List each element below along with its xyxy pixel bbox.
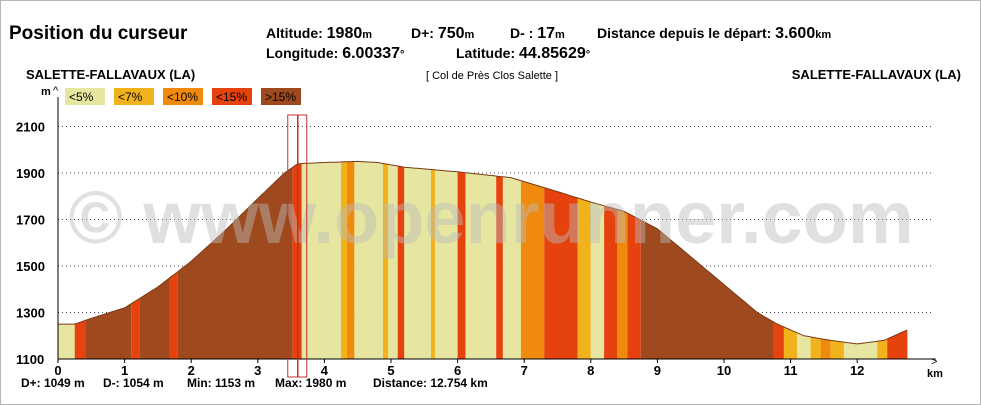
summary-distance: Distance: 12.754 km — [373, 376, 488, 390]
profile-outline — [58, 160, 908, 345]
grade-segment-19 — [465, 172, 497, 359]
grade-segment-18 — [457, 171, 466, 359]
y-tick-1700: 1700 — [16, 213, 45, 228]
grade-segment-33 — [810, 336, 821, 359]
y-tick-2100: 2100 — [16, 120, 45, 135]
x-tick-2: 2 — [188, 363, 195, 378]
x-tick-8: 8 — [587, 363, 594, 378]
waypoint-label: [ Col de Près Clos Salette ] — [426, 70, 558, 82]
summary-dminus: D-: 1054 m — [103, 376, 164, 390]
grade-segment-30 — [773, 322, 784, 359]
legend-label-0: <5% — [69, 90, 94, 104]
grade-segment-12 — [383, 163, 389, 359]
grade-segment-2 — [86, 303, 132, 359]
grade-segment-1 — [74, 320, 86, 359]
x-axis-arrow: > — [931, 356, 937, 368]
grade-segment-36 — [843, 341, 878, 359]
cursor-dplus: D+: 750m — [411, 25, 475, 42]
legend-swatch-4 — [261, 88, 301, 105]
x-tick-3: 3 — [254, 363, 261, 378]
y-unit-label: m — [41, 86, 51, 98]
grade-segment-34 — [820, 338, 831, 359]
y-tick-1900: 1900 — [16, 166, 45, 181]
grade-segment-0 — [58, 324, 75, 359]
grade-segment-13 — [388, 164, 398, 359]
grade-segment-32 — [797, 332, 811, 359]
grade-segment-21 — [502, 176, 521, 359]
cursor-latitude: Latitude: 44.85629° — [456, 45, 590, 62]
x-axis-label: km — [927, 368, 943, 380]
grade-segment-9 — [341, 161, 347, 359]
x-tick-4: 4 — [321, 363, 329, 378]
summary-max: Max: 1980 m — [275, 376, 346, 390]
x-tick-7: 7 — [521, 363, 528, 378]
grade-segment-28 — [627, 213, 641, 359]
grade-segment-24 — [577, 197, 591, 359]
grade-segment-23 — [544, 187, 578, 359]
position-cursor[interactable] — [287, 114, 308, 378]
summary-dplus: D+: 1049 m — [21, 376, 85, 390]
legend-label-2: <10% — [167, 90, 198, 104]
summary-min: Min: 1153 m — [187, 376, 255, 390]
grade-segment-15 — [404, 167, 431, 359]
grade-segment-35 — [830, 340, 844, 359]
cursor-title: Position du curseur — [9, 23, 188, 44]
x-tick-6: 6 — [454, 363, 461, 378]
grade-segment-17 — [435, 169, 458, 359]
grade-legend: m ^ <5% <7% <10% <15% >15% — [41, 85, 301, 105]
end-place-label: SALETTE-FALLAVAUX (LA) — [792, 67, 961, 82]
y-tick-1500: 1500 — [16, 259, 45, 274]
cursor-dminus: D- : 17m — [510, 25, 565, 42]
cursor-info-header: Position du curseur Altitude: 1980m D+: … — [9, 23, 831, 62]
grade-segment-14 — [397, 166, 405, 359]
x-tick-9: 9 — [654, 363, 661, 378]
watermark-text: © www.openrunner.com — [68, 176, 913, 259]
grade-segment-31 — [783, 327, 798, 359]
x-tick-5: 5 — [387, 363, 394, 378]
legend-swatch-2 — [163, 88, 203, 105]
x-tick-1: 1 — [121, 363, 128, 378]
x-tick-11: 11 — [784, 363, 798, 378]
grade-segment-4 — [139, 277, 170, 359]
x-tick-0: 0 — [54, 363, 61, 378]
grade-segment-27 — [617, 209, 628, 359]
start-place-label: SALETTE-FALLAVAUX (LA) — [26, 67, 195, 82]
legend-label-3: <15% — [216, 90, 247, 104]
grade-segment-37 — [877, 338, 888, 359]
profile-grade-fills — [58, 161, 908, 359]
cursor-altitude: Altitude: 1980m — [266, 25, 372, 42]
grade-segment-25 — [590, 202, 605, 359]
grade-segment-5 — [169, 271, 178, 359]
y-tick-1300: 1300 — [16, 306, 45, 321]
y-tick-1100: 1100 — [16, 352, 44, 367]
x-tick-12: 12 — [850, 363, 864, 378]
legend-swatch-3 — [212, 88, 252, 105]
legend-label-1: <7% — [118, 90, 143, 104]
grade-segment-11 — [354, 161, 383, 359]
grade-segment-10 — [347, 161, 355, 359]
y-axis-arrow: ^ — [53, 85, 59, 97]
grade-segment-20 — [496, 176, 503, 359]
grade-segment-26 — [604, 205, 618, 359]
summary-footer: D+: 1049 m D-: 1054 m Min: 1153 m Max: 1… — [21, 376, 488, 390]
grade-segment-6 — [177, 167, 293, 359]
chart-axes: >0 1 2 3 4 5 6 7 8 9 10 11 12 km — [54, 97, 943, 380]
x-tick-10: 10 — [717, 363, 731, 378]
legend-label-4: >15% — [265, 90, 296, 104]
grade-segment-29 — [640, 220, 774, 359]
grade-segment-3 — [131, 298, 140, 359]
cursor-longitude: Longitude: 6.00337° — [266, 45, 404, 62]
legend-swatch-1 — [114, 88, 154, 105]
legend-swatch-0 — [65, 88, 105, 105]
grade-segment-16 — [431, 169, 435, 359]
grade-segment-22 — [520, 180, 545, 359]
grade-segment-8 — [301, 162, 341, 359]
cursor-distance: Distance depuis le départ: 3.600km — [597, 25, 831, 42]
